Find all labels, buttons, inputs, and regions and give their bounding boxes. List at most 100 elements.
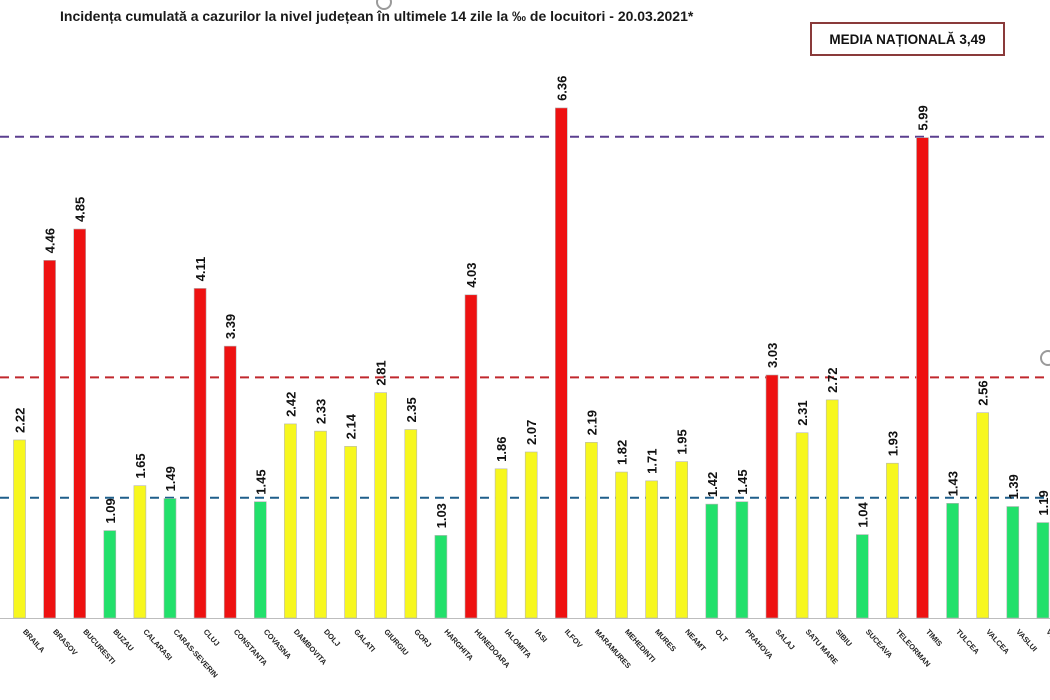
bar-value-label: 5.99 (916, 105, 931, 130)
bar (464, 294, 478, 619)
bar (254, 501, 267, 619)
bar (524, 451, 538, 619)
category-label: IASI (533, 627, 549, 644)
bar-value-label: 1.04 (855, 502, 870, 528)
bar (133, 485, 147, 619)
bar (705, 503, 719, 619)
category-label: GORJ (412, 627, 433, 649)
bar-value-label: 1.03 (434, 503, 449, 528)
category-label: IALOMITA (503, 627, 534, 660)
bar (494, 468, 508, 619)
bar (43, 260, 56, 619)
resize-handle-right[interactable] (1040, 350, 1050, 366)
category-label: PRAHOVA (743, 627, 775, 661)
bar-value-label: 2.31 (795, 400, 810, 425)
bar (1036, 522, 1050, 619)
bar-value-label: 1.42 (705, 472, 720, 497)
chart-title: Incidența cumulată a cazurilor la nivel … (60, 8, 694, 24)
bar (344, 446, 357, 619)
category-label: NEAMT (683, 627, 708, 653)
bar (103, 530, 117, 619)
bar (825, 399, 839, 619)
bar-value-label: 1.82 (615, 440, 630, 465)
bar-value-label: 2.22 (13, 408, 28, 433)
bar-value-label: 3.03 (765, 343, 780, 368)
bar (886, 462, 899, 619)
bar-value-label: 1.93 (885, 431, 900, 456)
bar (284, 423, 297, 619)
bar-value-label: 2.14 (344, 413, 359, 439)
category-label: SIBIU (834, 627, 854, 648)
bar-value-label: 2.07 (524, 420, 539, 445)
bar (163, 498, 177, 619)
bar-value-label: 4.03 (464, 262, 479, 287)
bar (434, 535, 448, 619)
bar-value-label: 1.95 (675, 429, 690, 454)
bar (554, 107, 568, 619)
bar-value-label: 1.09 (103, 498, 118, 523)
bar-value-label: 2.19 (584, 410, 599, 435)
bar-value-label: 2.81 (374, 360, 389, 385)
bar-value-label: 4.85 (73, 197, 88, 222)
bar (675, 461, 689, 619)
bar (976, 412, 990, 619)
national-average-box: MEDIA NAȚIONALĂ 3,49 (810, 22, 1005, 56)
bar-value-label: 3.39 (223, 314, 238, 339)
bar-value-label: 2.42 (283, 392, 298, 417)
category-label: CLUJ (202, 627, 222, 648)
bar (645, 480, 658, 619)
bar-value-label: 2.33 (314, 399, 329, 424)
category-label: GIURGIU (382, 627, 410, 657)
bar-value-label: 6.36 (554, 76, 569, 101)
bar (223, 345, 237, 619)
bar-value-label: 1.45 (735, 469, 750, 494)
category-label: TULCEA (954, 627, 981, 656)
category-label: VALCEA (984, 627, 1011, 656)
bar (1006, 506, 1020, 619)
bar (855, 534, 869, 619)
bar (765, 374, 779, 619)
bar (585, 442, 598, 619)
bar-value-label: 1.86 (494, 437, 509, 462)
category-label: BUZAU (111, 627, 135, 653)
category-label: OLT (713, 627, 730, 644)
bar (73, 228, 86, 619)
bar (795, 432, 809, 619)
bar-value-label: 1.65 (133, 453, 148, 478)
category-label: MURES (653, 627, 678, 653)
bar-value-label: 2.72 (825, 368, 840, 393)
bar-value-label: 1.45 (253, 469, 268, 494)
category-label: TIMIS (924, 627, 944, 648)
category-label: SALAJ (774, 627, 797, 651)
category-label: SUCEAVA (864, 627, 895, 660)
national-average-label: MEDIA NAȚIONALĂ 3,49 (829, 31, 986, 47)
category-label: BRASOV (51, 627, 79, 657)
bar-value-label: 1.71 (645, 449, 660, 474)
bar (615, 471, 628, 619)
bar-value-label: 4.46 (43, 228, 58, 253)
bar (314, 430, 327, 619)
resize-handle-top[interactable] (376, 0, 392, 10)
category-label: COVASNA (262, 627, 294, 661)
category-label: ILFOV (563, 627, 584, 649)
bar (946, 503, 959, 619)
bar (374, 392, 388, 619)
category-label: VRANCEA (1044, 627, 1050, 661)
category-label: CALARASI (141, 627, 174, 662)
category-label: HARGHITA (442, 627, 475, 662)
category-label: BRAILA (21, 627, 47, 655)
bar-value-label: 1.43 (946, 471, 961, 496)
category-label: DOLJ (322, 627, 342, 648)
category-label: GALATI (352, 627, 377, 653)
bar-value-label: 2.56 (976, 380, 991, 405)
category-label: VASLUI (1014, 627, 1039, 653)
bar-value-label: 2.35 (404, 397, 419, 422)
bar (404, 429, 418, 619)
bar (193, 288, 207, 619)
bar-value-label: 1.39 (1006, 474, 1021, 499)
bar-value-label: 1.19 (1036, 490, 1050, 515)
bar (13, 439, 26, 619)
bar (916, 137, 929, 619)
bar-value-label: 4.11 (193, 257, 208, 282)
